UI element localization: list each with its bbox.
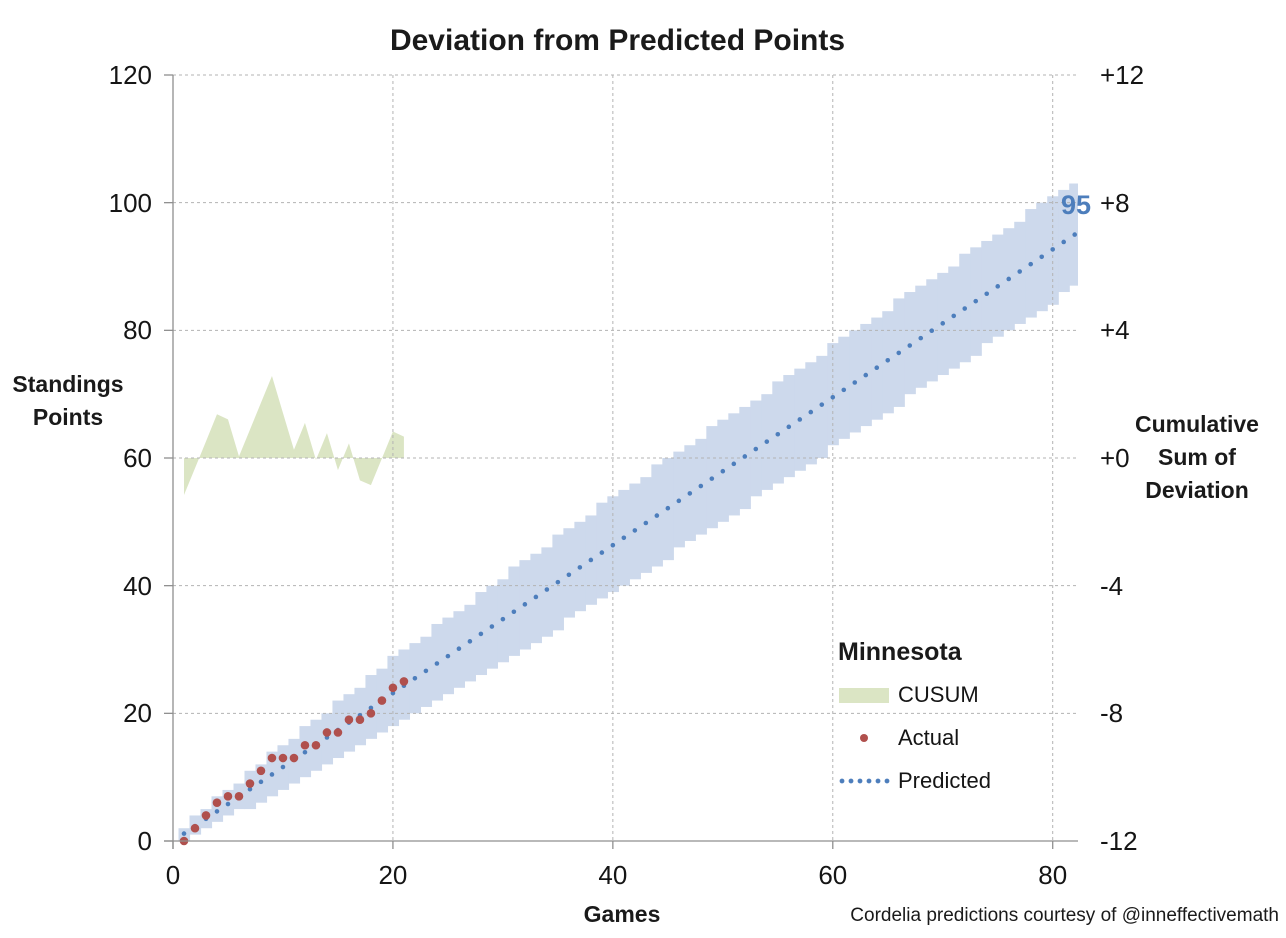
x-axis-title: Games	[583, 901, 661, 927]
y-right-tick-label: -8	[1100, 698, 1124, 729]
y-left-tick-label: 0	[137, 826, 152, 856]
y-right-tick-label: +12	[1100, 60, 1145, 90]
predicted-final-points-label: 95	[1060, 190, 1092, 220]
legend-item-cusum: CUSUM	[838, 679, 991, 711]
y-right-tick-label: +0	[1100, 443, 1130, 473]
legend-item-label: CUSUM	[898, 682, 979, 707]
cusum-area-swatch-icon	[838, 687, 890, 703]
y-left-tick-label: 120	[108, 60, 152, 90]
actual-dot-swatch-icon	[838, 734, 890, 742]
predicted-dotted-line-swatch-icon	[838, 776, 890, 786]
y-left-tick-label: 40	[123, 570, 152, 601]
x-tick-label: 40	[598, 860, 628, 890]
legend-item-predicted: Predicted	[838, 765, 991, 797]
x-tick-label: 0	[165, 860, 181, 890]
x-tick-label: 80	[1038, 860, 1068, 890]
chart-title: Deviation from Predicted Points	[389, 24, 846, 57]
y-axis-right-title: Cumulative Sum of Deviation	[1135, 411, 1259, 503]
legend: Minnesota CUSUM Actual Predicted	[838, 638, 991, 797]
y-right-tick-label: +4	[1100, 315, 1130, 346]
y-right-tick-label: -12	[1100, 826, 1138, 856]
y-left-tick-label: 100	[108, 187, 152, 218]
y-left-tick-label: 60	[123, 443, 152, 473]
y-left-tick-label: 80	[123, 315, 152, 346]
y-left-tick-label: 20	[123, 698, 152, 729]
y-axis-left-title: Standings Points	[12, 371, 124, 430]
legend-item-label: Predicted	[898, 768, 991, 793]
legend-item-label: Actual	[898, 725, 960, 750]
x-tick-label: 20	[378, 860, 408, 890]
y-right-tick-label: +8	[1100, 187, 1130, 218]
legend-title: Minnesota	[838, 638, 962, 666]
caption: Cordelia predictions courtesy of @inneff…	[850, 905, 1279, 926]
legend-item-actual: Actual	[838, 722, 991, 754]
x-tick-label: 60	[818, 860, 848, 890]
y-right-tick-label: -4	[1100, 570, 1124, 601]
